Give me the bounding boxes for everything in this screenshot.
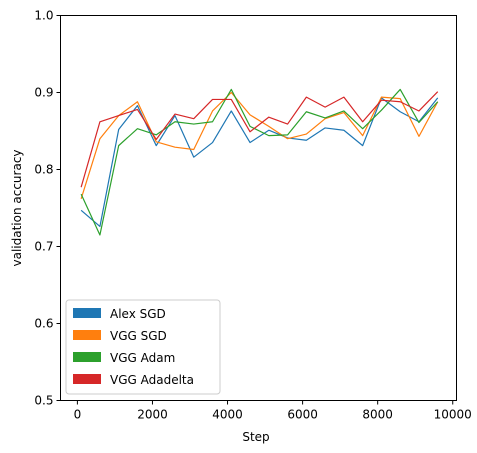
x-tick-label: 4000: [212, 408, 243, 422]
x-tick-label: 10000: [434, 408, 472, 422]
x-tick-label: 8000: [362, 408, 393, 422]
y-tick-label: 0.8: [34, 163, 53, 177]
x-tick-label: 2000: [137, 408, 168, 422]
series-line-alex-sgd: [80, 97, 439, 228]
y-tick-label: 0.9: [34, 86, 53, 100]
x-tick-label: 0: [74, 408, 82, 422]
y-axis-title: validation accuracy: [10, 149, 24, 266]
legend-label: Alex SGD: [110, 307, 166, 321]
legend-swatch: [73, 374, 101, 384]
legend-swatch: [73, 352, 101, 362]
y-tick-label: 0.6: [34, 317, 53, 331]
legend-box: [65, 299, 221, 395]
legend: Alex SGD VGG SGD VGG Adam VGG Adadelta: [65, 299, 221, 395]
y-tick-label: 1.0: [34, 9, 53, 23]
x-tick-label: 6000: [287, 408, 318, 422]
series-line-vgg-adam: [80, 88, 439, 236]
y-axis-ticks: 0.5 0.6 0.7 0.8 0.9 1.0: [34, 9, 61, 408]
y-tick-label: 0.5: [34, 394, 53, 408]
series-line-vgg-adadelta: [80, 91, 439, 188]
plot-frame: [60, 15, 457, 401]
legend-label: VGG Adadelta: [110, 373, 194, 387]
legend-swatch: [73, 330, 101, 340]
series-lines: [80, 88, 439, 236]
legend-label: VGG SGD: [110, 329, 167, 343]
x-axis-ticks: 0 2000 4000 6000 8000 10000: [74, 400, 472, 422]
legend-label: VGG Adam: [110, 351, 175, 365]
x-axis-title: Step: [242, 430, 269, 444]
legend-swatch: [73, 308, 101, 318]
y-tick-label: 0.7: [34, 240, 53, 254]
